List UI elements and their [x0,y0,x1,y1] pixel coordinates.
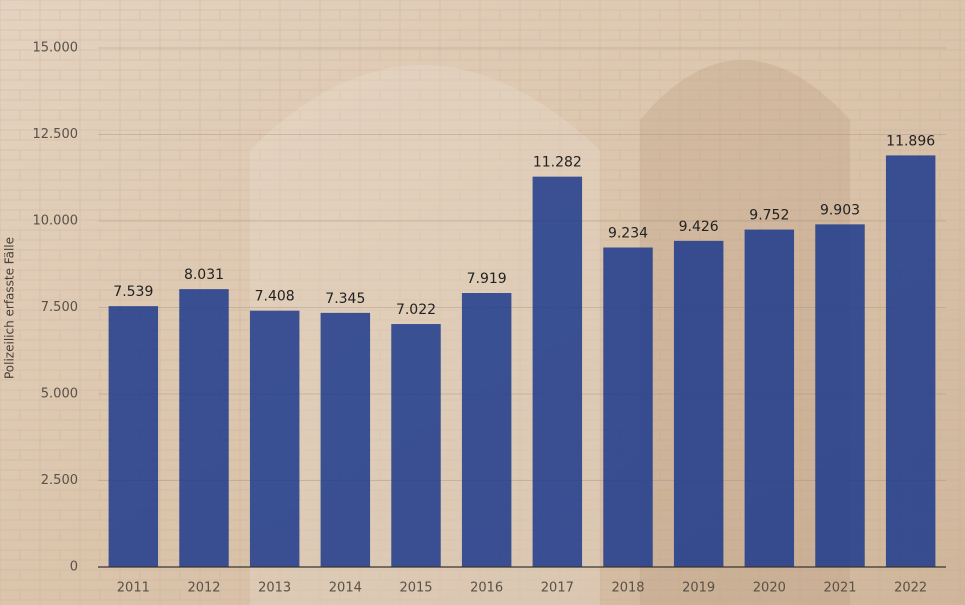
y-axis-title: Polizeilich erfasste Fälle [3,237,17,379]
x-tick-label: 2015 [399,581,432,596]
x-tick-label: 2013 [258,581,291,596]
value-label: 8.031 [184,267,224,283]
value-label: 9.426 [679,219,719,235]
y-tick-label: 7.500 [41,300,78,315]
y-tick-label: 5.000 [41,387,78,402]
value-label: 7.539 [113,284,153,300]
x-tick-label: 2012 [187,581,220,596]
value-label: 11.896 [886,133,935,149]
value-label: 11.282 [533,155,582,171]
bar [673,240,724,567]
y-tick-label: 10.000 [33,214,79,229]
value-label: 7.022 [396,302,436,318]
bar [179,289,229,567]
x-tick-label: 2019 [682,581,715,596]
bar [249,310,300,567]
y-tick-label: 12.500 [33,127,79,142]
value-label: 9.234 [608,226,648,242]
y-tick-label: 0 [70,560,78,575]
bar [320,312,371,567]
y-tick-label: 2.500 [41,473,78,488]
bar [108,306,159,567]
value-label: 7.345 [325,291,365,307]
value-label: 7.408 [255,289,295,305]
value-label: 9.752 [749,208,789,224]
x-tick-label: 2011 [117,581,150,596]
x-tick-label: 2020 [753,581,786,596]
bar [391,324,441,567]
x-tick-label: 2014 [329,581,362,596]
bar [815,224,865,567]
bar [532,176,583,567]
x-tick-label: 2022 [894,581,927,596]
x-tick-label: 2018 [611,581,644,596]
y-tick-label: 15.000 [33,41,79,56]
x-tick-label: 2021 [823,581,856,596]
bar [744,229,795,567]
value-label: 9.903 [820,202,860,218]
x-tick-label: 2016 [470,581,503,596]
bar [603,247,653,567]
value-label: 7.919 [467,271,507,287]
x-tick-label: 2017 [541,581,574,596]
bar [885,155,936,567]
bar [461,293,512,567]
